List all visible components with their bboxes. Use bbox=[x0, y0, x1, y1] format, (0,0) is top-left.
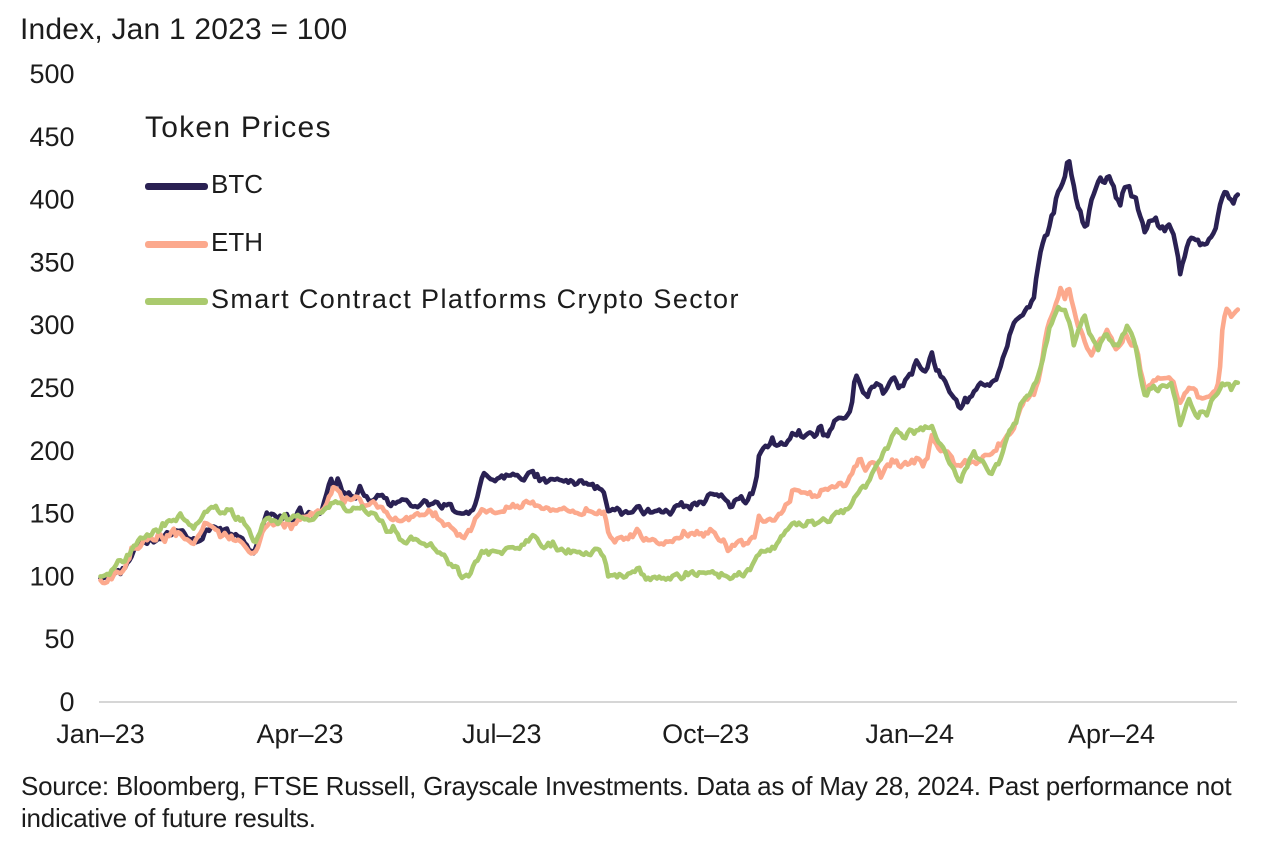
svg-text:Jan–24: Jan–24 bbox=[865, 719, 954, 749]
svg-text:0: 0 bbox=[59, 687, 74, 717]
svg-text:150: 150 bbox=[29, 499, 74, 529]
svg-text:200: 200 bbox=[29, 436, 74, 466]
svg-text:50: 50 bbox=[44, 624, 74, 654]
svg-text:100: 100 bbox=[29, 561, 74, 591]
svg-text:Jul–23: Jul–23 bbox=[462, 719, 542, 749]
svg-text:Apr–24: Apr–24 bbox=[1068, 719, 1155, 749]
svg-text:450: 450 bbox=[29, 122, 74, 152]
svg-text:250: 250 bbox=[29, 373, 74, 403]
svg-text:Oct–23: Oct–23 bbox=[662, 719, 749, 749]
svg-text:Jan–23: Jan–23 bbox=[56, 719, 145, 749]
svg-text:400: 400 bbox=[29, 185, 74, 215]
svg-text:Apr–23: Apr–23 bbox=[256, 719, 343, 749]
svg-text:500: 500 bbox=[29, 59, 74, 89]
svg-text:300: 300 bbox=[29, 310, 74, 340]
svg-text:350: 350 bbox=[29, 247, 74, 277]
